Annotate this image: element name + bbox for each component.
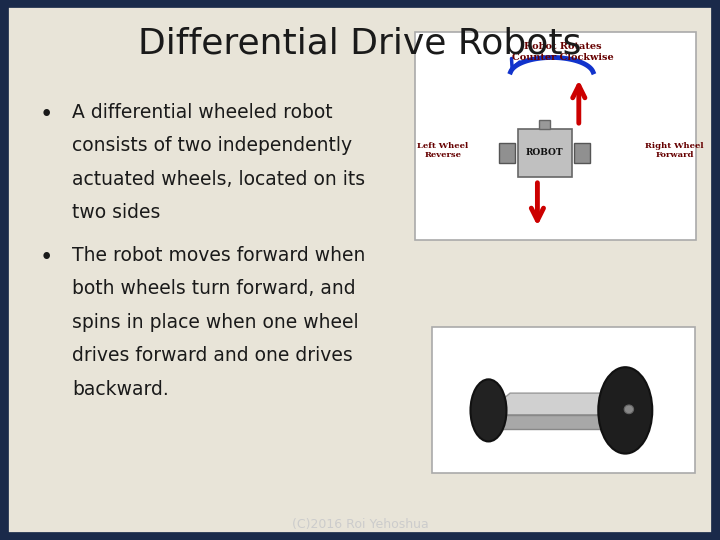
Text: •: • <box>40 246 53 269</box>
Polygon shape <box>485 393 625 415</box>
FancyBboxPatch shape <box>518 129 572 177</box>
Text: Left Wheel
Reverse: Left Wheel Reverse <box>417 141 469 159</box>
Text: actuated wheels, located on its: actuated wheels, located on its <box>72 170 365 188</box>
Text: ROBOT: ROBOT <box>526 148 564 158</box>
Text: both wheels turn forward, and: both wheels turn forward, and <box>72 279 356 298</box>
Text: A differential wheeled robot: A differential wheeled robot <box>72 103 333 122</box>
Text: Robot Rotates
Counter Clockwise: Robot Rotates Counter Clockwise <box>512 42 613 62</box>
Text: •: • <box>40 103 53 126</box>
Text: The robot moves forward when: The robot moves forward when <box>72 246 365 265</box>
Text: Differential Drive Robots: Differential Drive Robots <box>138 26 582 60</box>
Text: backward.: backward. <box>72 380 168 399</box>
Text: spins in place when one wheel: spins in place when one wheel <box>72 313 359 332</box>
Text: (C)2016 Roi Yehoshua: (C)2016 Roi Yehoshua <box>292 518 428 531</box>
FancyBboxPatch shape <box>499 143 515 163</box>
FancyBboxPatch shape <box>432 327 695 472</box>
Ellipse shape <box>598 367 652 454</box>
FancyBboxPatch shape <box>575 143 590 163</box>
Text: two sides: two sides <box>72 203 161 222</box>
FancyBboxPatch shape <box>539 120 550 129</box>
Ellipse shape <box>470 379 506 442</box>
Text: Right Wheel
Forward: Right Wheel Forward <box>645 141 704 159</box>
FancyBboxPatch shape <box>415 32 696 240</box>
Ellipse shape <box>624 405 634 414</box>
Text: consists of two independently: consists of two independently <box>72 136 352 155</box>
FancyBboxPatch shape <box>4 3 716 537</box>
Text: drives forward and one drives: drives forward and one drives <box>72 346 353 365</box>
Polygon shape <box>485 415 600 429</box>
